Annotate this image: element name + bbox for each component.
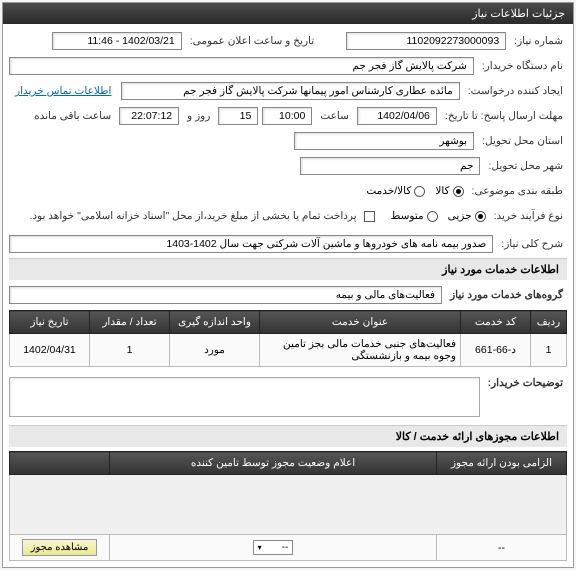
row-requester: ایجاد کننده درخواست: مائده عطاری کارشناس… bbox=[9, 80, 567, 102]
table-header-row: ردیف کد خدمت عنوان خدمت واحد اندازه گیری… bbox=[10, 311, 567, 334]
table-row: 1 د-66-661 فعالیت‌های جنبی خدمات مالی بج… bbox=[10, 334, 567, 367]
pkg-service-radio[interactable]: کالا/خدمت bbox=[366, 185, 425, 197]
proc-label: نوع فرآیند خرید: bbox=[490, 210, 567, 222]
days-label: روز و bbox=[183, 110, 214, 122]
deadline-time: 10:00 bbox=[262, 107, 312, 125]
col-title: عنوان خدمت bbox=[260, 311, 461, 334]
row-groups: گروه‌های خدمات مورد نیاز فعالیت‌های مالی… bbox=[9, 284, 567, 306]
proc-note-check: پرداخت تمام یا بخشی از مبلغ خرید،از محل … bbox=[25, 210, 374, 222]
pkg-goods-label: کالا bbox=[435, 185, 449, 197]
remain-time: 22:07:12 bbox=[119, 107, 179, 125]
requester-label: ایجاد کننده درخواست: bbox=[464, 85, 567, 97]
proc-radio-group: جزیی متوسط bbox=[391, 210, 486, 222]
row-buyer: نام دستگاه خریدار: شرکت پالایش گاز فجر ج… bbox=[9, 55, 567, 77]
need-no-label: شماره نیاز: bbox=[510, 35, 567, 47]
spacer-row bbox=[10, 475, 567, 535]
remain-label: ساعت باقی مانده bbox=[30, 110, 115, 122]
panel-title: جزئیات اطلاعات نیاز bbox=[3, 3, 573, 24]
perm-status-value: -- bbox=[282, 542, 289, 553]
main-panel: جزئیات اطلاعات نیاز شماره نیاز: 11020922… bbox=[2, 2, 574, 568]
row-buyer-notes: توضیحات خریدار: bbox=[9, 373, 567, 421]
permissions-table: الزامی بودن ارائه مجوز اعلام وضعیت مجوز … bbox=[9, 451, 567, 561]
services-table: ردیف کد خدمت عنوان خدمت واحد اندازه گیری… bbox=[9, 310, 567, 367]
buyer-notes-box bbox=[9, 377, 480, 417]
services-section-header: اطلاعات خدمات مورد نیاز bbox=[9, 258, 567, 280]
pkg-goods-radio[interactable]: کالا bbox=[435, 185, 463, 197]
perm-col-status: اعلام وضعیت مجوز توسط تامین کننده bbox=[110, 452, 437, 475]
cell-date: 1402/04/31 bbox=[10, 334, 90, 367]
col-date: تاریخ نیاز bbox=[10, 311, 90, 334]
cell-qty: 1 bbox=[90, 334, 170, 367]
buyer-label: نام دستگاه خریدار: bbox=[478, 60, 567, 72]
city-value: جم bbox=[300, 157, 480, 175]
row-subject: شرح کلی نیاز: صدور بیمه نامه های خودروها… bbox=[9, 233, 567, 255]
chevron-down-icon: ▾ bbox=[258, 543, 262, 552]
requester-value: مائده عطاری کارشناس امور پیمانها شرکت پا… bbox=[121, 82, 459, 100]
pkg-service-label: کالا/خدمت bbox=[366, 185, 411, 197]
province-label: استان محل تحویل: bbox=[478, 135, 567, 147]
perm-section-header: اطلاعات مجوزهای ارائه خدمت / کالا bbox=[9, 425, 567, 447]
col-unit: واحد اندازه گیری bbox=[170, 311, 260, 334]
checkbox-icon[interactable] bbox=[364, 211, 375, 222]
proc-partial-radio[interactable]: جزیی bbox=[448, 210, 486, 222]
proc-note: پرداخت تمام یا بخشی از مبلغ خرید،از محل … bbox=[25, 210, 360, 222]
cell-n: 1 bbox=[531, 334, 567, 367]
need-no-value: 1102092273000093 bbox=[346, 32, 506, 50]
days-value: 15 bbox=[218, 107, 258, 125]
row-province: استان محل تحویل: بوشهر bbox=[9, 130, 567, 152]
subject-label: شرح کلی نیاز: bbox=[497, 238, 567, 250]
province-value: بوشهر bbox=[294, 132, 474, 150]
radio-icon bbox=[427, 211, 438, 222]
city-label: شهر محل تحویل: bbox=[484, 160, 567, 172]
col-code: کد خدمت bbox=[461, 311, 531, 334]
row-need-no: شماره نیاز: 1102092273000093 تاریخ و ساع… bbox=[9, 30, 567, 52]
proc-medium-label: متوسط bbox=[391, 210, 424, 222]
col-qty: تعداد / مقدار bbox=[90, 311, 170, 334]
buyer-notes-label: توضیحات خریدار: bbox=[484, 373, 567, 389]
col-n: ردیف bbox=[531, 311, 567, 334]
groups-value: فعالیت‌های مالی و بیمه bbox=[9, 286, 442, 304]
radio-icon bbox=[475, 211, 486, 222]
proc-medium-radio[interactable]: متوسط bbox=[391, 210, 438, 222]
row-pkg: طبقه بندی موضوعی: کالا کالا/خدمت bbox=[9, 180, 567, 202]
proc-partial-label: جزیی bbox=[448, 210, 472, 222]
ann-date-label: تاریخ و ساعت اعلان عمومی: bbox=[186, 35, 318, 47]
perm-col-action bbox=[10, 452, 110, 475]
pkg-radio-group: کالا کالا/خدمت bbox=[366, 185, 463, 197]
view-permission-button[interactable]: مشاهده مجوز bbox=[22, 539, 98, 556]
ann-date-value: 1402/03/21 - 11:46 bbox=[52, 32, 182, 50]
row-deadline: مهلت ارسال پاسخ: تا تاریخ: 1402/04/06 سا… bbox=[9, 105, 567, 127]
buyer-value: شرکت پالایش گاز فجر جم bbox=[9, 57, 474, 75]
cell-unit: مورد bbox=[170, 334, 260, 367]
perm-status-select[interactable]: -- ▾ bbox=[253, 540, 294, 555]
cell-code: د-66-661 bbox=[461, 334, 531, 367]
deadline-date: 1402/04/06 bbox=[357, 107, 437, 125]
groups-label: گروه‌های خدمات مورد نیاز bbox=[446, 289, 567, 301]
cell-title: فعالیت‌های جنبی خدمات مالی بجز تامین وجو… bbox=[260, 334, 461, 367]
deadline-label: مهلت ارسال پاسخ: تا تاریخ: bbox=[441, 110, 567, 122]
table-header-row: الزامی بودن ارائه مجوز اعلام وضعیت مجوز … bbox=[10, 452, 567, 475]
row-city: شهر محل تحویل: جم bbox=[9, 155, 567, 177]
perm-col-required: الزامی بودن ارائه مجوز bbox=[437, 452, 567, 475]
contact-link[interactable]: اطلاعات تماس خریدار bbox=[9, 85, 117, 97]
pkg-label: طبقه بندی موضوعی: bbox=[468, 185, 567, 197]
subject-value: صدور بیمه نامه های خودروها و ماشین آلات … bbox=[9, 235, 493, 253]
radio-icon bbox=[414, 186, 425, 197]
row-proc: نوع فرآیند خرید: جزیی متوسط پرداخت تمام … bbox=[9, 205, 567, 227]
panel-body: شماره نیاز: 1102092273000093 تاریخ و ساع… bbox=[3, 24, 573, 567]
radio-icon bbox=[453, 186, 464, 197]
time-label-1: ساعت bbox=[316, 110, 353, 122]
